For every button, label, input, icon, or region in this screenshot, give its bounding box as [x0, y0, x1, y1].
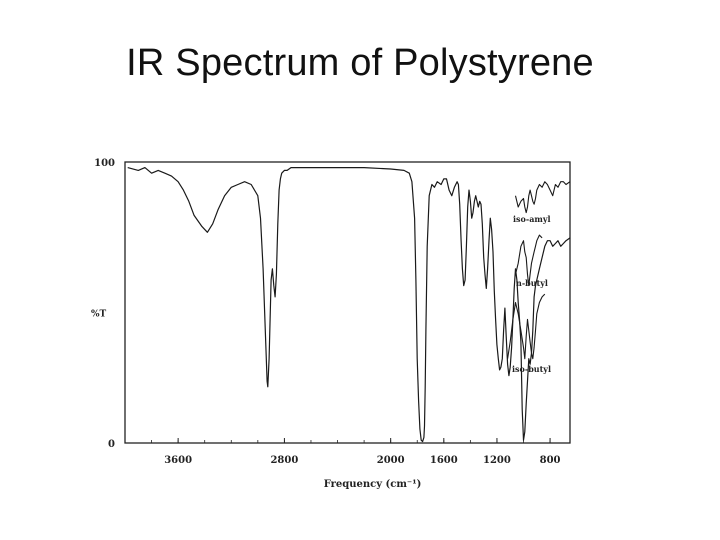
x-tick-label: 2000 [377, 455, 405, 466]
x-tick-label: 1200 [483, 455, 511, 466]
y-tick-label: 0 [108, 439, 115, 450]
y-axis-label: %T [91, 310, 107, 320]
plot-frame [124, 161, 571, 444]
series-label-nbutyl: n-butyl [516, 278, 548, 288]
x-tick-label: 1600 [430, 455, 458, 466]
series-label-isoamyl: iso-amyl [513, 214, 551, 224]
plot-border [124, 161, 571, 444]
y-tick-label: 100 [94, 158, 115, 169]
spectrum-traces [127, 167, 571, 443]
x-tick-label: 800 [540, 455, 561, 466]
series-label-isobutyl: iso-butyl [512, 364, 551, 374]
slide-title: IR Spectrum of Polystyrene [126, 42, 594, 84]
x-tick-label: 3600 [164, 455, 192, 466]
series-labels: iso-amyl n-butyl iso-butyl [512, 214, 551, 374]
y-axis-ticks: 100 0 [94, 158, 130, 450]
overlay-trace [507, 293, 546, 360]
spectrum-line [127, 167, 571, 443]
x-tick-label: 2800 [270, 455, 298, 466]
overlay-trace [514, 181, 571, 214]
x-axis-ticks: 3600 2800 2000 1600 1200 800 [151, 438, 561, 466]
overlay-trace [514, 234, 543, 287]
x-axis-label: Frequency (cm⁻¹) [324, 479, 422, 490]
